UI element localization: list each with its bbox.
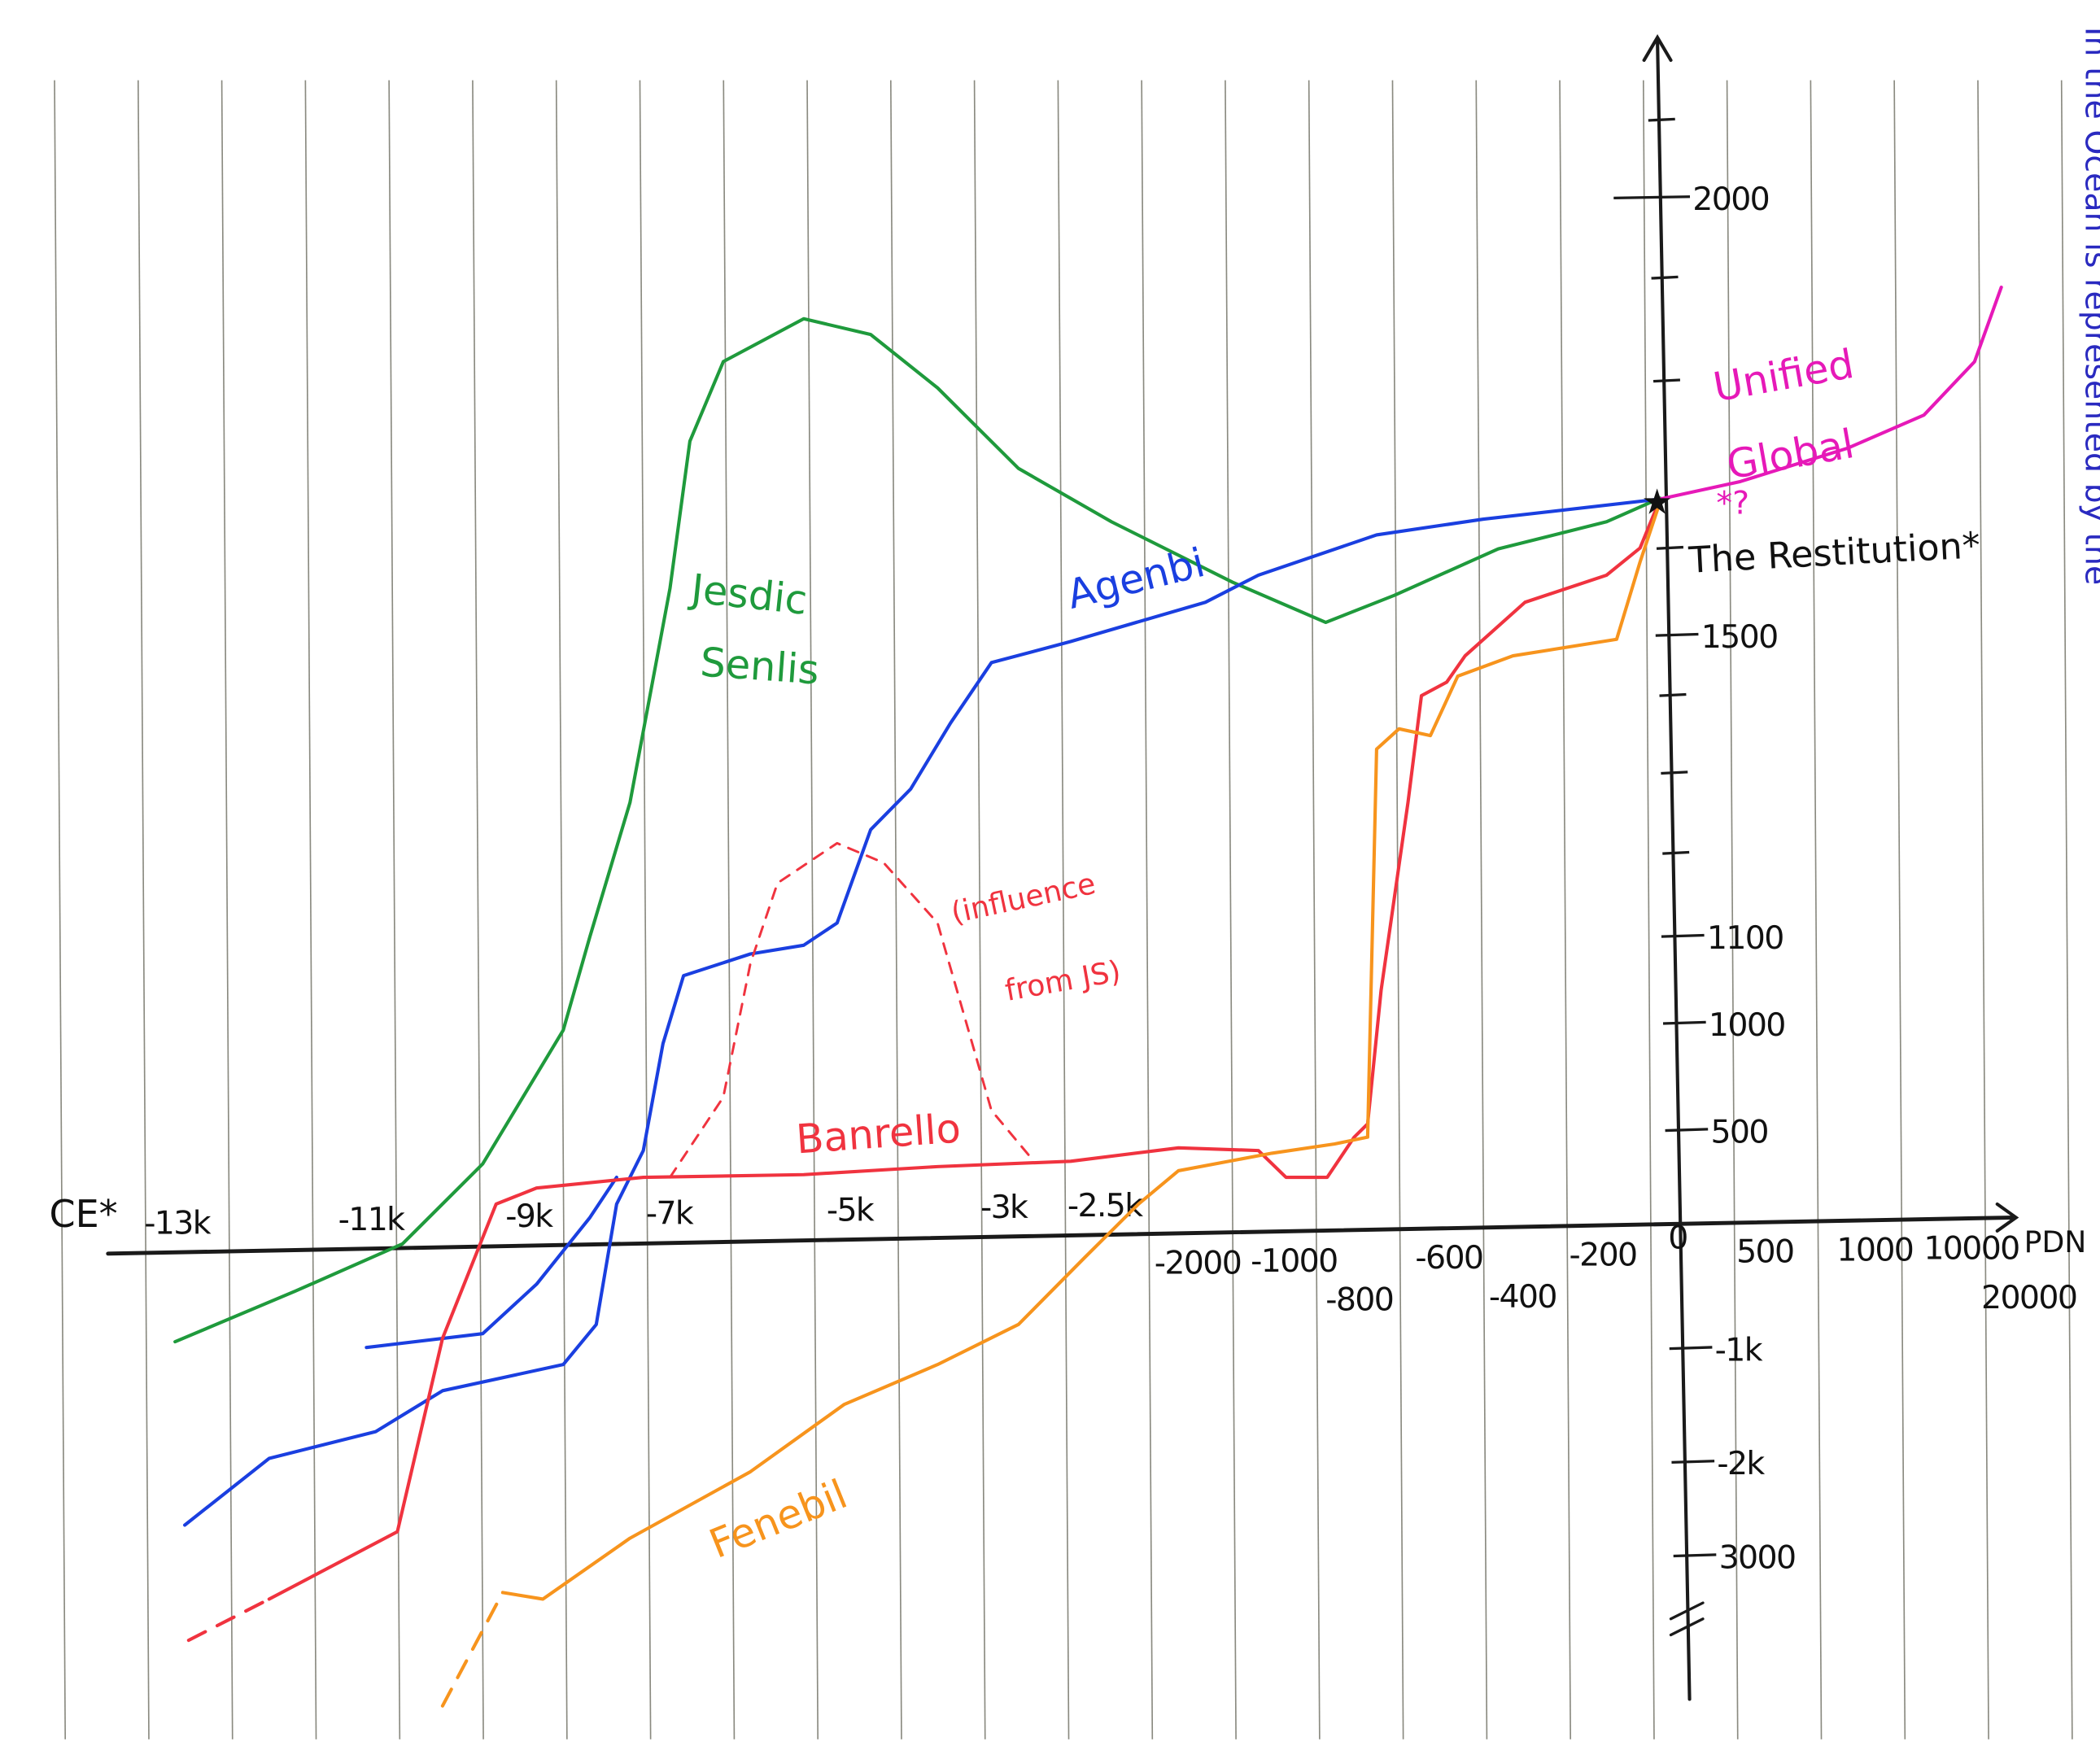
x-tick-label: -3k [980,1189,1028,1226]
x-tick-label: -400 [1489,1278,1556,1316]
label-banrello: Banrello [794,1104,962,1163]
ruled-line [1225,80,1237,1739]
ruled-line [889,80,902,1739]
ruled-line [220,80,234,1739]
ruled-line [639,80,652,1739]
x-tick-label: -11k [338,1201,406,1238]
ruled-line [1559,80,1572,1739]
label-senlis: Senlis [699,639,821,694]
y-tick [1665,1128,1709,1133]
series-line-jesdic-senlis [173,316,1662,1344]
x-tick-labels: -13k -11k -9k -7k -5k -3k -2.5k-2000 -1000-800-… [144,1187,2078,1319]
ruled-line [388,80,401,1739]
y-tick-label: -1k [1715,1331,1763,1368]
ruled-line [1642,80,1655,1739]
x-tick-label: -2000 [1155,1244,1241,1281]
ruled-line [2060,80,2073,1739]
series-line-fenebil-dashed [440,1591,504,1708]
y-minor-tick [1662,850,1690,855]
x-tick-label: -600 [1415,1239,1482,1277]
y-tick-label: 500 [1710,1113,1767,1150]
ruled-line [806,80,819,1739]
series-line-agenbi [183,497,1662,1527]
y-tick-label: 3000 [1719,1539,1796,1576]
x-tick-label: -9k [505,1198,553,1235]
y-axis-label: CE* [49,1192,117,1236]
ruled-line [1391,80,1404,1739]
x-tick-label: -7k [646,1195,694,1233]
y-minor-tick [1652,378,1681,383]
ruled-line [1475,80,1488,1739]
label-star-note: *? [1716,484,1749,522]
y-minor-tick [1661,770,1688,775]
y-tick-label: 2000 [1692,181,1769,218]
ruled-line [1726,80,1739,1739]
y-tick-label: 1100 [1707,919,1783,957]
ruled-line [1810,80,1823,1739]
x-tick-label: -5k [827,1192,875,1229]
y-minor-tick [1656,545,1683,550]
y-tick [1655,632,1699,637]
ruled-line [1977,80,1989,1739]
x-tick-label: 500 [1736,1233,1793,1271]
series-line-unified-global [1658,286,2003,501]
y-tick [1671,1460,1715,1464]
y-tick [1673,1553,1717,1558]
x-tick-label: 10000 [1923,1229,2019,1267]
x-axis-label: PDN [2024,1224,2087,1259]
ruled-line [1308,80,1321,1739]
series-line-fenebil [500,500,1662,1601]
ruled-line [973,80,986,1739]
y-minor-tick [1648,117,1675,122]
series-line-influence-from-js [668,841,1033,1179]
x-tick-label: -800 [1325,1281,1393,1319]
x-axis-arrow-icon [1995,1202,2019,1233]
y-minor-tick [1659,692,1687,697]
x-tick-label: -1000 [1251,1242,1337,1280]
margin-note: In the Ocean is represented by the [2077,27,2100,585]
series-banrello [186,497,1662,1643]
x-tick-label: 1000 [1836,1231,1913,1268]
x-tick-label: -200 [1570,1237,1637,1274]
y-axis-minor-ticks [1648,117,1690,855]
ruled-line [555,80,568,1739]
ruled-line [472,80,484,1739]
series-line-banrello [267,497,1662,1601]
y-tick [1661,933,1705,938]
y-tick [1613,195,1691,200]
restitution-star-icon: ★ [1641,483,1672,522]
y-tick-label: 1000 [1709,1006,1785,1044]
y-tick-label: -2k [1717,1445,1765,1482]
x-tick-label: -13k [144,1204,212,1242]
y-tick [1662,1020,1706,1025]
x-tick-label: 0 [1668,1219,1687,1256]
x-axis [106,1215,2017,1256]
series-unified-global [1658,286,2003,501]
y-axis-arrow-icon [1642,33,1673,63]
series-layer [173,286,2003,1708]
series-influence-from-js [668,841,1033,1179]
y-tick-labels: 2000 1500 1100 1000 500 -1k -2k 3000 [1613,181,1797,1576]
y-tick [1669,1346,1713,1351]
paper-ruled-lines [54,80,2073,1739]
ruled-line [54,80,67,1739]
y-axis [1656,38,1692,1701]
y-minor-tick [1651,275,1679,280]
ruled-line [1141,80,1154,1739]
x-tick-label: 20000 [1981,1279,2076,1316]
ruled-line [304,80,317,1739]
ruled-line [1893,80,1906,1739]
y-tick-label: 1500 [1701,618,1778,656]
ruled-line [137,80,150,1739]
series-fenebil [440,500,1662,1708]
x-tick-label: -2.5k [1067,1187,1143,1224]
y-axis-break-icon [1669,1601,1705,1637]
axes [106,33,2019,1701]
ruled-line [723,80,736,1739]
series-jesdic-senlis [173,316,1662,1344]
series-line-banrello-dashed [186,1597,271,1643]
ruled-line [1057,80,1070,1739]
